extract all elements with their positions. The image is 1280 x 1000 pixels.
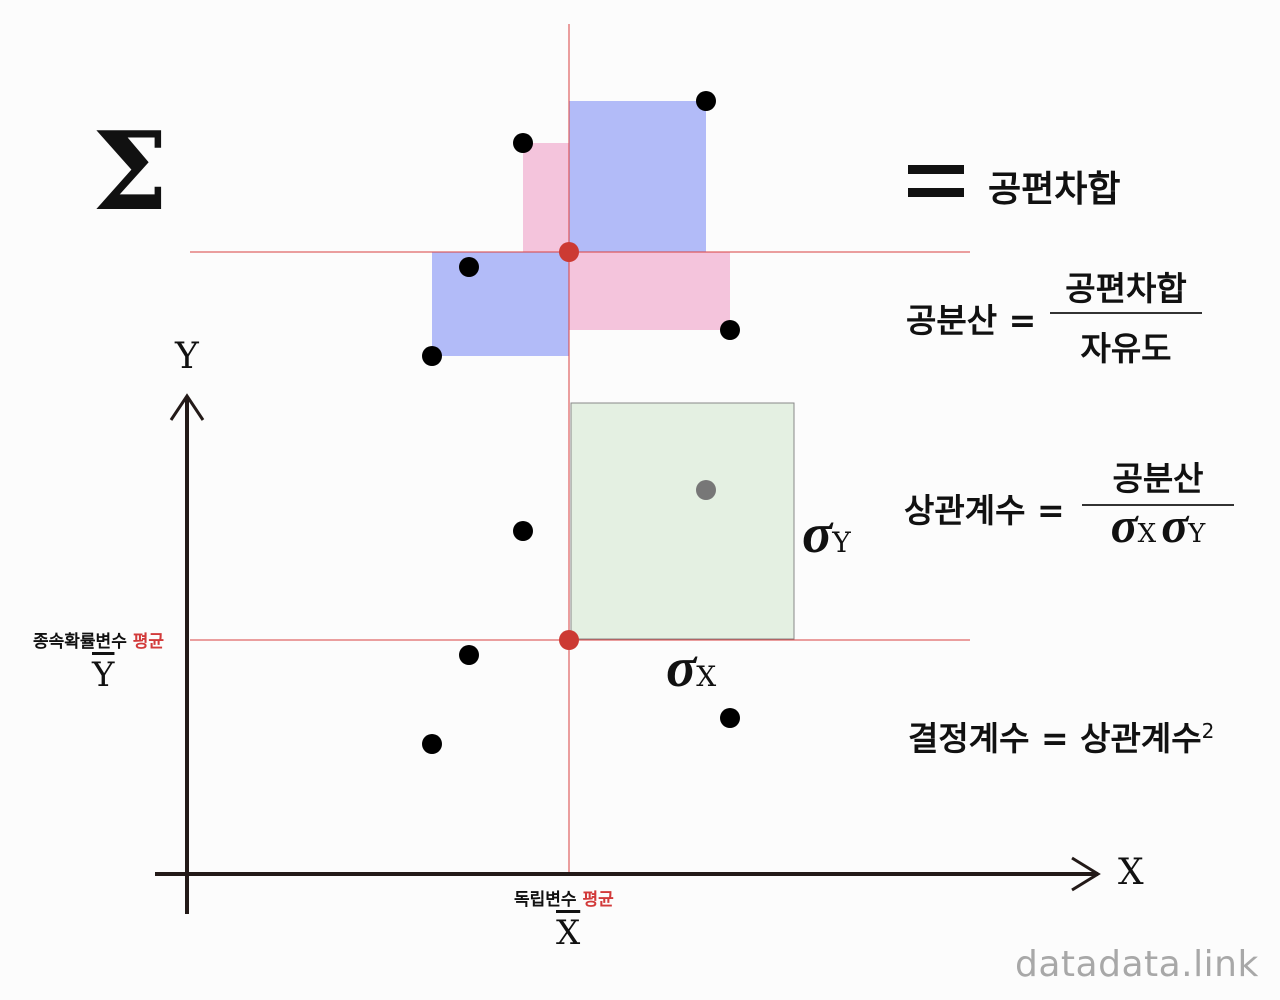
watermark: datadata.link — [1015, 944, 1259, 985]
determination-rhs: 상관계수 — [1080, 719, 1202, 758]
correlation-numerator: 공분산 — [1112, 459, 1204, 498]
sum-symbol: Σ — [92, 109, 169, 235]
y-axis-label: Y — [175, 336, 199, 377]
determination-term: 결정계수 — [908, 719, 1030, 758]
mean-point-top — [559, 242, 579, 262]
data-point — [696, 91, 716, 111]
positive-deviation-rect — [569, 252, 730, 330]
exponent: 2 — [1201, 719, 1215, 743]
data-point — [422, 734, 442, 754]
correlation-equals: = — [1036, 491, 1065, 530]
sigma-subscript-x: X — [1137, 519, 1157, 549]
sigma-box-center-point — [696, 480, 716, 500]
negative-deviation-rect — [432, 252, 569, 356]
sigma-symbol: σ — [1161, 497, 1189, 553]
y-mean-label: 종속확률변수 평균 — [33, 627, 164, 652]
x-mean-label: 독립변수 평균 — [514, 885, 614, 910]
negative-deviation-rect — [569, 101, 706, 252]
sigma-symbol: σ — [1110, 497, 1138, 553]
y-mean-prefix: 종속확률변수 — [33, 632, 127, 652]
y-bar-symbol: Y — [92, 655, 115, 695]
sum-result-label: 공편차합 — [988, 169, 1121, 210]
covariance-denominator: 자유도 — [1080, 329, 1172, 368]
x-axis-arrow — [1071, 856, 1101, 892]
covariance-numerator: 공편차합 — [1065, 269, 1187, 308]
data-point — [513, 133, 533, 153]
x-bar-symbol: X — [556, 913, 581, 953]
data-point — [422, 346, 442, 366]
sigma-x-label: σX — [666, 636, 716, 700]
data-point — [459, 645, 479, 665]
correlation-denominator: σX σY — [1111, 500, 1206, 550]
sigma-y-label: σY — [802, 502, 851, 566]
covariance-equals: = — [1008, 301, 1037, 340]
data-point — [459, 257, 479, 277]
sigma-x-symbol: σ — [666, 637, 697, 699]
fraction-bar — [1050, 312, 1202, 314]
x-axis-label: X — [1118, 852, 1144, 893]
determination-equals: = — [1040, 719, 1069, 758]
x-mean-suffix: 평균 — [582, 890, 614, 910]
sigma-y-symbol: σ — [802, 503, 833, 565]
sigma-y-subscript: Y — [832, 526, 851, 559]
determination-formula: 결정계수 = 상관계수2 — [908, 712, 1214, 760]
y-mean-suffix: 평균 — [132, 632, 165, 652]
data-point — [720, 320, 740, 340]
covariance-lhs: 공분산 = — [906, 294, 1036, 342]
mean-point — [559, 630, 579, 650]
fraction-bar — [1082, 504, 1234, 506]
covariance-term: 공분산 — [906, 301, 998, 340]
data-point — [720, 708, 740, 728]
x-mean-prefix: 독립변수 — [514, 890, 577, 910]
equals-sign — [908, 165, 964, 199]
positive-deviation-rect — [523, 143, 569, 252]
sigma-x-subscript: X — [696, 660, 717, 693]
covariance-fraction: 공편차합 자유도 — [1050, 262, 1202, 370]
sigma-subscript-y: Y — [1188, 519, 1206, 549]
correlation-lhs: 상관계수 = — [904, 484, 1065, 532]
correlation-term: 상관계수 — [904, 491, 1026, 530]
data-point — [513, 521, 533, 541]
y-axis-arrow — [169, 393, 205, 421]
sigma-box — [570, 402, 795, 640]
correlation-fraction: 공분산 σX σY — [1082, 452, 1234, 550]
